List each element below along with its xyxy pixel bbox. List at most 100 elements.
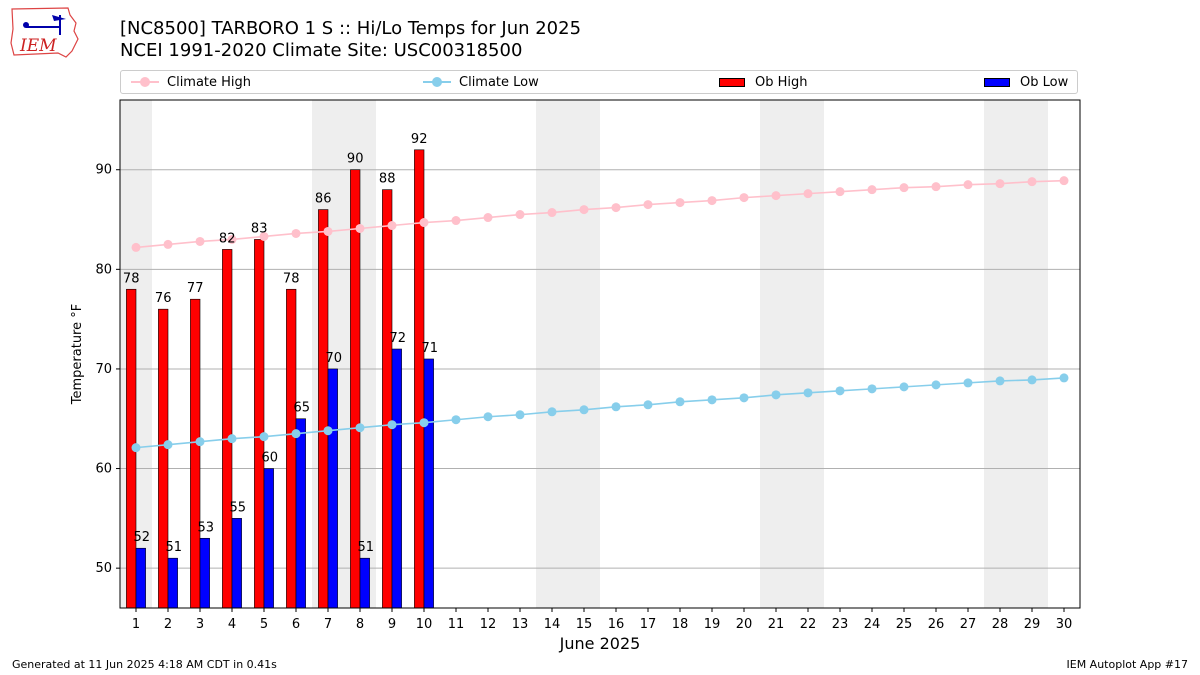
- climate-high-point: [931, 182, 941, 192]
- legend-item-climate-low: Climate Low: [423, 71, 539, 93]
- y-axis-label: Temperature °F: [70, 304, 85, 405]
- ob-low-value-label: 51: [166, 540, 183, 555]
- climate-high-point: [899, 183, 909, 193]
- legend-swatch-climate-low: [423, 77, 451, 87]
- plot-frame: [119, 99, 1081, 609]
- climate-low-point: [227, 434, 237, 444]
- legend-item-ob-low: Ob Low: [984, 71, 1068, 93]
- climate-high-point: [227, 234, 237, 244]
- legend-label: Climate Low: [459, 74, 539, 90]
- weekend-shade: [1016, 100, 1048, 608]
- climate-high-point: [355, 223, 365, 233]
- climate-low-point: [547, 407, 557, 417]
- ob-high-value-label: 88: [379, 172, 396, 187]
- climate-low-point: [1027, 375, 1037, 385]
- ob-low-value-label: 60: [262, 451, 279, 466]
- x-tick-label: 22: [800, 617, 817, 632]
- x-tick-label: 25: [896, 617, 913, 632]
- x-tick-label: 27: [960, 617, 977, 632]
- climate-low-point: [195, 437, 205, 447]
- climate-high-point: [643, 200, 653, 210]
- chart-title: [NC8500] TARBORO 1 S :: Hi/Lo Temps for …: [120, 18, 582, 39]
- legend-item-climate-high: Climate High: [131, 71, 251, 93]
- x-tick-label: 23: [832, 617, 849, 632]
- y-tick-label: 50: [95, 561, 112, 576]
- climate-low-point: [739, 393, 749, 403]
- ob-low-bar: [327, 368, 338, 609]
- climate-high-point: [675, 198, 685, 208]
- climate-high-point: [547, 208, 557, 218]
- climate-high-point: [291, 228, 301, 238]
- climate-high-point: [419, 218, 429, 228]
- climate-low-point: [355, 423, 365, 433]
- ob-low-value-label: 51: [358, 540, 375, 555]
- chart-legend: Climate High Climate Low Ob High Ob Low: [120, 70, 1078, 94]
- climate-low-point: [643, 400, 653, 410]
- climate-low-point: [835, 386, 845, 396]
- ob-high-bar: [286, 288, 297, 609]
- climate-low-point: [291, 429, 301, 439]
- x-tick-label: 2: [164, 617, 172, 632]
- climate-high-point: [387, 221, 397, 231]
- climate-high-point: [803, 189, 813, 199]
- climate-low-point: [259, 432, 269, 442]
- ob-low-value-label: 55: [230, 500, 247, 515]
- x-tick-label: 6: [292, 617, 300, 632]
- climate-low-line: [135, 377, 1065, 449]
- ob-high-value-label: 78: [283, 271, 300, 286]
- x-tick-label: 8: [356, 617, 364, 632]
- x-tick-label: 26: [928, 617, 945, 632]
- x-tick-label: 21: [768, 617, 785, 632]
- ob-low-value-label: 72: [390, 331, 407, 346]
- climate-high-point: [163, 239, 173, 249]
- weekend-shade: [760, 100, 792, 608]
- x-tick-label: 14: [544, 617, 561, 632]
- x-tick-label: 17: [640, 617, 657, 632]
- y-tick-label: 80: [95, 262, 112, 277]
- x-tick-label: 1: [132, 617, 140, 632]
- x-tick-label: 29: [1024, 617, 1041, 632]
- climate-low-point: [803, 388, 813, 398]
- ob-high-value-label: 82: [219, 231, 236, 246]
- climate-high-point: [995, 179, 1005, 189]
- climate-low-point: [899, 382, 909, 392]
- climate-low-point: [323, 426, 333, 436]
- climate-high-point: [611, 203, 621, 213]
- climate-low-point: [963, 378, 973, 388]
- weekend-shade: [792, 100, 824, 608]
- y-tick-label: 70: [95, 362, 112, 377]
- chart-subtitle: NCEI 1991-2020 Climate Site: USC00318500: [120, 40, 523, 61]
- climate-low-point: [451, 415, 461, 425]
- climate-low-point: [611, 402, 621, 412]
- climate-low-point: [771, 390, 781, 400]
- ob-low-value-label: 52: [134, 530, 151, 545]
- climate-low-point: [579, 405, 589, 415]
- climate-high-point: [195, 236, 205, 246]
- ob-low-value-label: 65: [294, 401, 311, 416]
- ob-high-value-label: 78: [123, 271, 140, 286]
- climate-high-point: [963, 180, 973, 190]
- climate-high-point: [1027, 177, 1037, 187]
- climate-low-point: [387, 420, 397, 430]
- ob-low-bar: [135, 547, 146, 609]
- ob-high-value-label: 77: [187, 281, 204, 296]
- climate-high-point: [483, 213, 493, 223]
- climate-high-point: [739, 193, 749, 203]
- ob-low-bar: [263, 468, 274, 609]
- footer-generated: Generated at 11 Jun 2025 4:18 AM CDT in …: [12, 658, 277, 671]
- ob-low-bar: [359, 557, 370, 609]
- legend-swatch-ob-high: [719, 77, 745, 87]
- x-tick-label: 18: [672, 617, 689, 632]
- climate-low-point: [515, 410, 525, 420]
- ob-high-bar: [318, 209, 329, 609]
- climate-high-point: [323, 226, 333, 236]
- ob-high-value-label: 76: [155, 291, 172, 306]
- legend-swatch-climate-high: [131, 77, 159, 87]
- ob-low-bar: [199, 537, 210, 609]
- ob-high-value-label: 83: [251, 221, 268, 236]
- wind-vane: [52, 15, 66, 21]
- x-tick-label: 3: [196, 617, 204, 632]
- x-tick-label: 10: [416, 617, 433, 632]
- x-tick-label: 16: [608, 617, 625, 632]
- climate-high-point: [1059, 176, 1069, 186]
